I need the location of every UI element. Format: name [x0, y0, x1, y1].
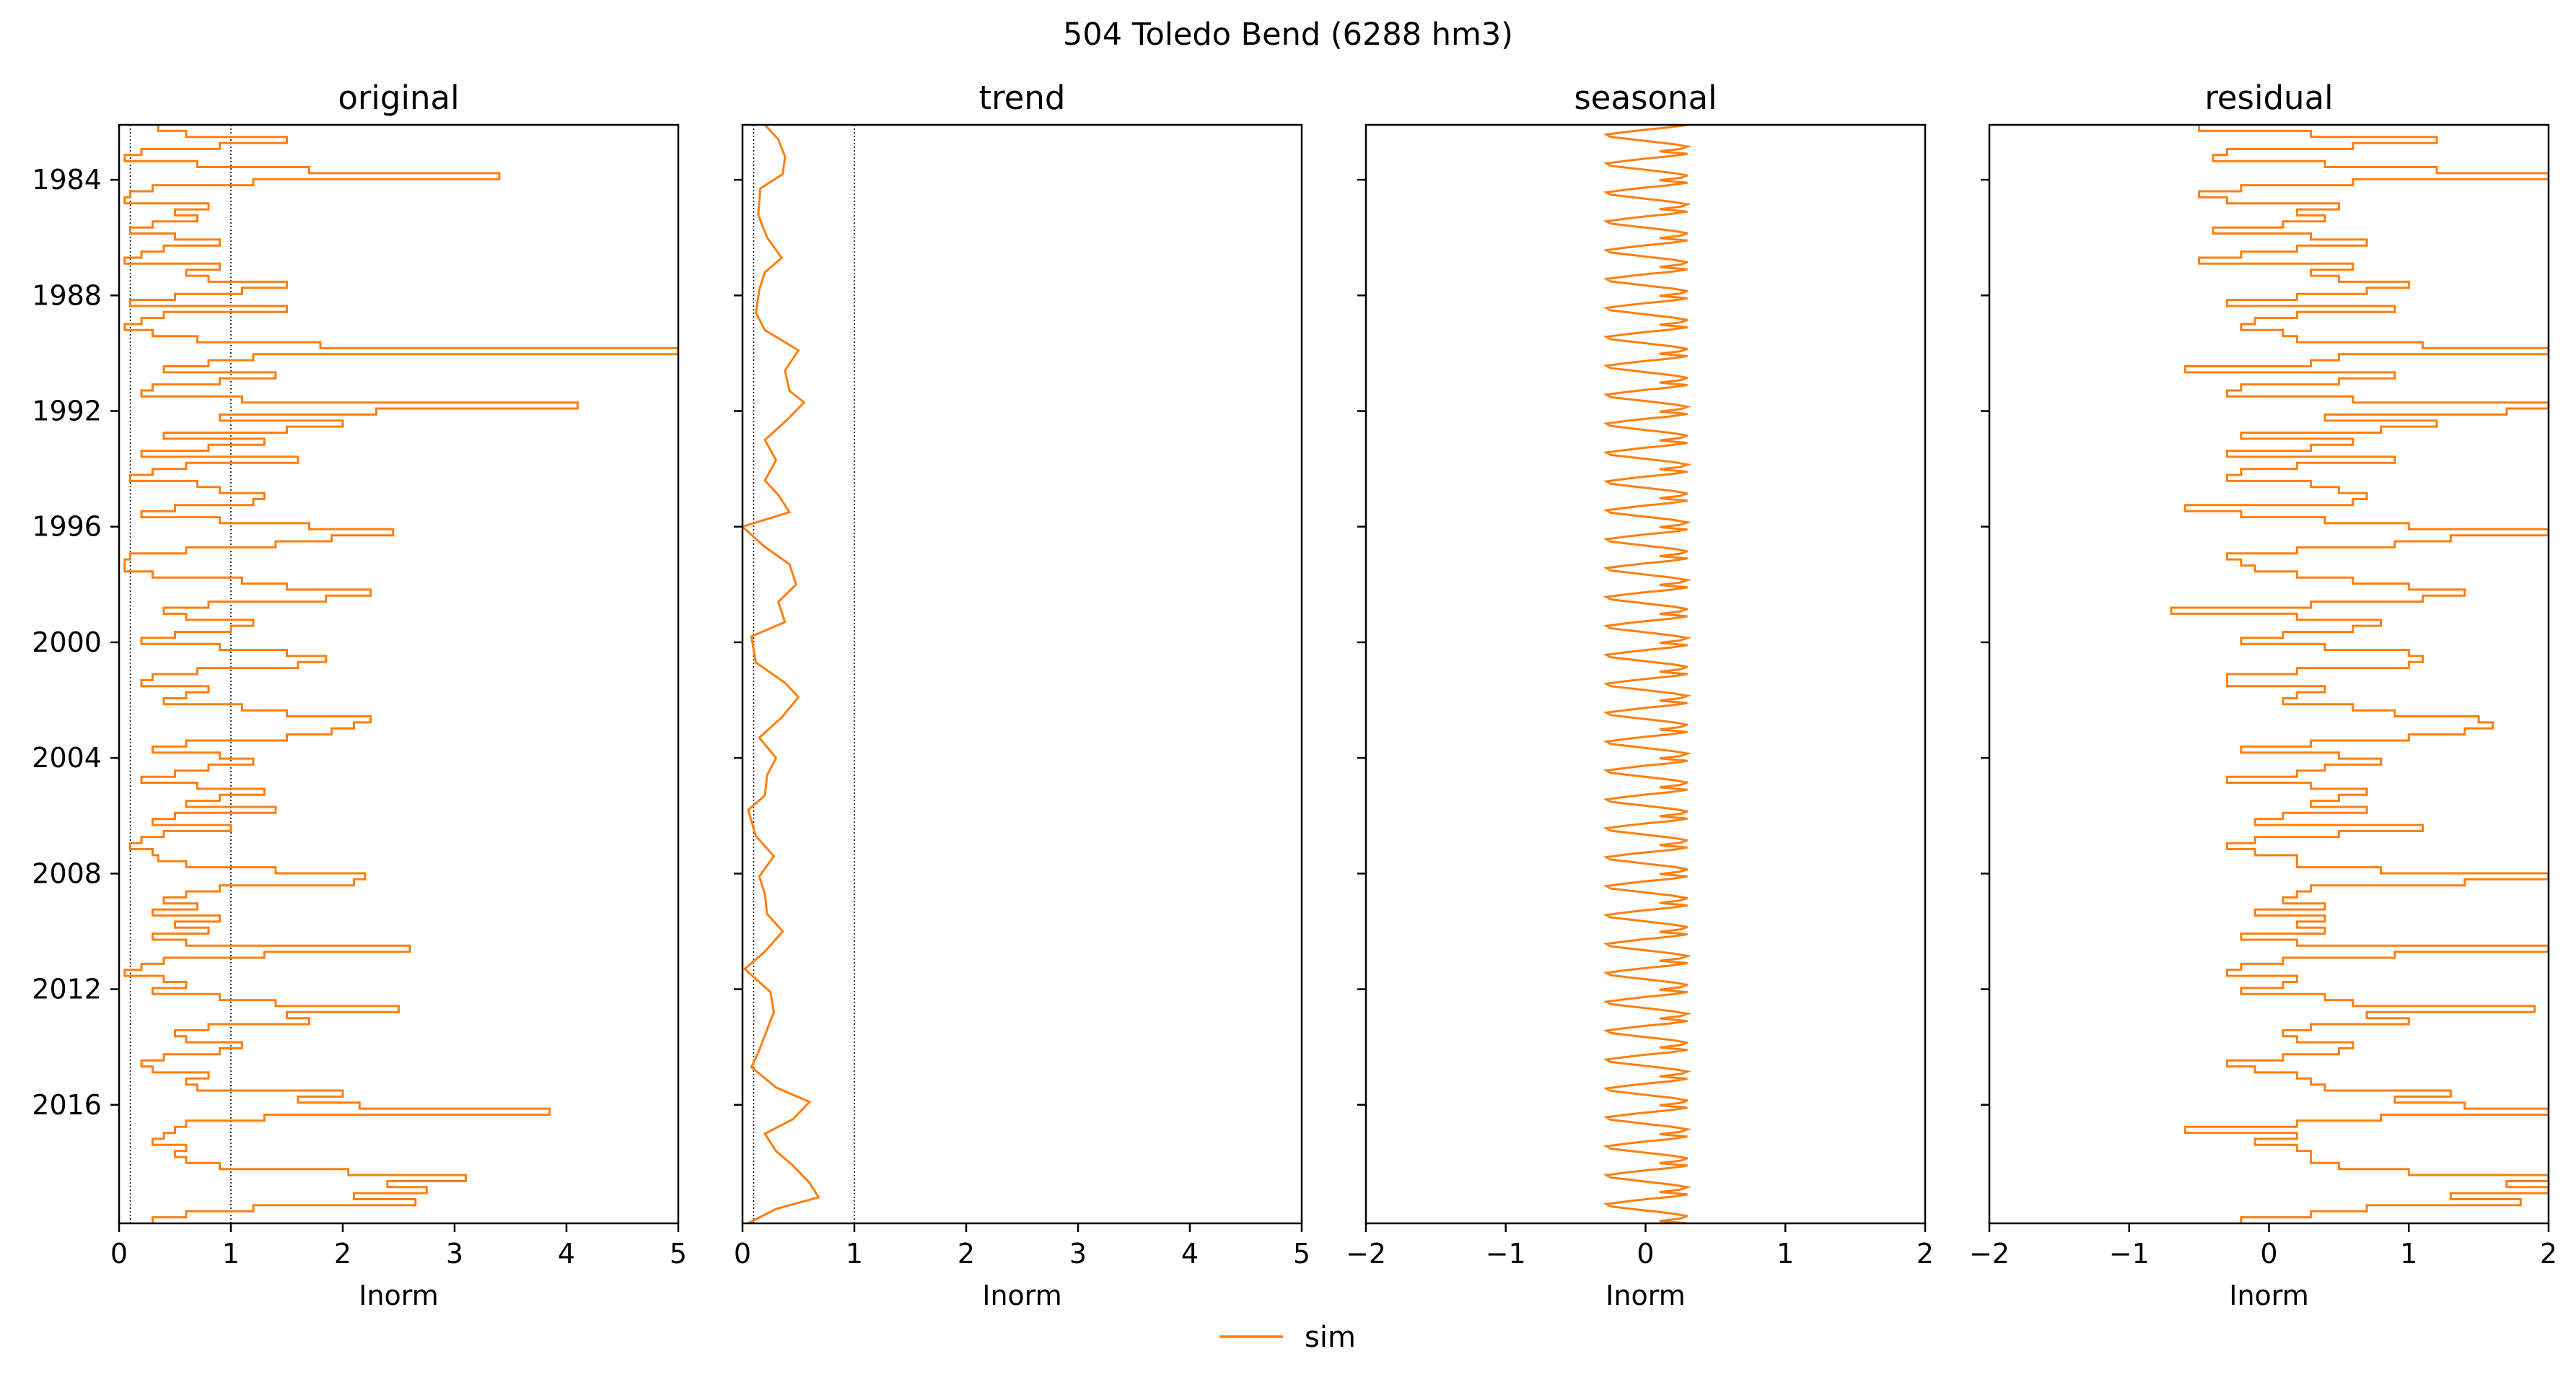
subplot-title: residual [2204, 79, 2333, 117]
y-tick-label: 1984 [32, 164, 102, 196]
x-axis-label: Inorm [1605, 1280, 1686, 1311]
subplot-original: 0 1 2 3 4 5 1984 1988 1992 1996 2000 2004 2008 2012 20… [32, 79, 687, 1311]
x-tick-label: 0 [734, 1238, 751, 1270]
axes-frame [741, 123, 1303, 1225]
y-tick-label: 2000 [32, 626, 102, 658]
x-tick-label: 2 [2540, 1238, 2557, 1270]
x-tick-label: 3 [446, 1238, 463, 1270]
series-line-sim [123, 125, 678, 1223]
subplot-title: original [338, 79, 459, 117]
x-tick-label: 0 [1637, 1238, 1654, 1270]
x-tick-label: −2 [1969, 1238, 2010, 1270]
x-tick-label: 1 [222, 1238, 240, 1270]
y-tick-label: 1992 [32, 396, 102, 427]
x-tick-label: 1 [2400, 1238, 2417, 1270]
series-line-sim [1603, 125, 1692, 1223]
x-tick-label: −1 [2109, 1238, 2150, 1270]
y-tick-label: 1996 [32, 511, 102, 543]
subplot-seasonal: −2 −1 0 1 2 seasonal Inorm [1346, 79, 1934, 1311]
subplot-panels: 0 1 2 3 4 51984198819921996200020042008201220… [32, 79, 2557, 1311]
x-tick-label: 5 [670, 1238, 687, 1270]
x-tick-label: 2 [958, 1238, 975, 1270]
x-tick-label: 1 [1777, 1238, 1794, 1270]
subplot-trend: 0 1 2 3 4 5 trend Inorm [734, 79, 1310, 1311]
x-tick-label: 2 [1916, 1238, 1934, 1270]
subplot-title: seasonal [1574, 79, 1717, 117]
series-line-sim [2170, 125, 2549, 1223]
x-axis-label: Inorm [359, 1280, 439, 1311]
y-tick-label: 2008 [32, 857, 102, 889]
subplot-title: trend [979, 79, 1066, 117]
x-tick-label: 0 [2260, 1238, 2277, 1270]
x-tick-label: 2 [334, 1238, 351, 1270]
y-tick-label: 1988 [32, 279, 102, 311]
y-tick-label: 2016 [32, 1089, 102, 1121]
y-tick-label: 2012 [32, 974, 102, 1005]
x-axis-label: Inorm [2229, 1280, 2309, 1311]
x-tick-label: 1 [846, 1238, 863, 1270]
y-tick-label: 2004 [32, 742, 102, 774]
x-tick-label: 4 [558, 1238, 575, 1270]
x-tick-label: 4 [1181, 1238, 1199, 1270]
figure-title: 504 Toledo Bend (6288 hm3) [1063, 17, 1513, 53]
legend: sim [1219, 1321, 1356, 1354]
x-tick-label: 5 [1293, 1238, 1310, 1270]
subplot-residual: −2 −1 0 1 2 residual Inorm [1969, 79, 2557, 1311]
legend-label-sim: sim [1305, 1321, 1356, 1354]
x-tick-label: −2 [1346, 1238, 1386, 1270]
axes-frame [118, 123, 680, 1225]
x-tick-label: 0 [110, 1238, 128, 1270]
x-tick-label: 3 [1069, 1238, 1087, 1270]
series-line-sim [742, 125, 820, 1223]
x-axis-label: Inorm [982, 1280, 1062, 1311]
x-tick-label: −1 [1486, 1238, 1526, 1270]
